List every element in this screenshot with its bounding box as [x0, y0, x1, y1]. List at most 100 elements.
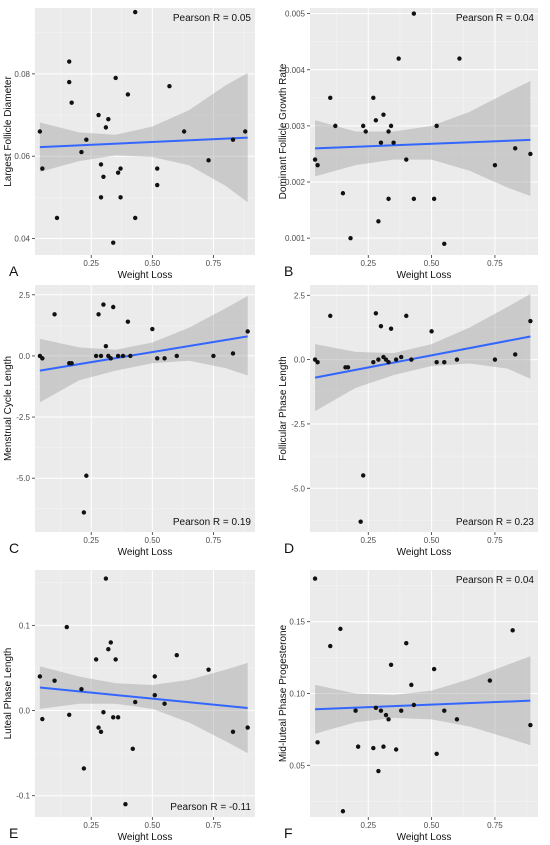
- data-point: [434, 123, 439, 129]
- data-point: [120, 353, 126, 359]
- data-point: [373, 705, 379, 711]
- data-point: [37, 129, 43, 134]
- plot-background: [35, 285, 255, 532]
- x-tick-label: 0.75: [206, 259, 222, 268]
- data-point: [113, 75, 118, 81]
- confidence-band: [315, 294, 531, 412]
- data-point: [54, 215, 60, 221]
- data-point: [108, 640, 113, 645]
- data-point: [245, 329, 250, 334]
- data-point: [93, 353, 99, 359]
- data-point: [133, 699, 138, 705]
- panel-e: 0.25 0.50 0.75 -0.1 0.0 0.1 Weight Loss Luteal …: [3, 570, 255, 843]
- x-tick-label: 0.50: [145, 259, 161, 268]
- data-point: [40, 716, 45, 722]
- regression-line: [315, 699, 531, 711]
- x-tick-label: 0.25: [360, 259, 376, 268]
- confidence-band: [315, 656, 531, 746]
- data-point: [510, 628, 515, 633]
- data-point: [155, 166, 160, 171]
- y-axis-title: Menstrual Cycle Length: [3, 356, 14, 461]
- data-point: [101, 174, 106, 179]
- data-point: [378, 708, 384, 713]
- regression-line: [315, 138, 531, 150]
- data-point: [340, 191, 346, 196]
- x-axis-title: Weight Loss: [397, 270, 452, 281]
- data-point: [103, 576, 109, 581]
- data-point: [371, 95, 376, 101]
- data-point: [454, 717, 460, 722]
- data-point: [404, 641, 409, 646]
- regression-line: [39, 686, 248, 709]
- panel-f: 0.25 0.50 0.75 0.05 0.10 0.15 Weight Loss Mid-l…: [278, 570, 538, 843]
- plot-background: [310, 285, 538, 532]
- plot-background: [35, 8, 255, 255]
- data-point: [64, 624, 69, 630]
- data-point: [340, 809, 346, 814]
- x-tick-label: 0.50: [145, 536, 161, 545]
- panel-a: 0.25 0.50 0.75 0.04 0.06 0.08 Weight Loss Large…: [3, 8, 255, 281]
- data-point: [245, 725, 250, 730]
- data-point: [373, 118, 379, 123]
- data-point: [133, 215, 138, 221]
- data-point: [206, 158, 211, 163]
- data-point: [152, 674, 157, 679]
- data-point: [67, 79, 72, 85]
- pearson-annotation: Pearson R = 0.04: [456, 575, 535, 586]
- panel-b: 0.25 0.50 0.75 0.001 0.002 0.003 0.004 0.005 Wei…: [278, 8, 538, 281]
- x-tick-label: 0.25: [360, 536, 376, 545]
- data-point: [111, 304, 116, 310]
- data-point: [442, 708, 447, 713]
- data-point: [79, 149, 84, 155]
- y-tick-label: 0.10: [289, 690, 305, 699]
- y-axis-title: Follicular Phase Length: [278, 356, 289, 461]
- x-tick-label: 0.50: [424, 821, 440, 830]
- pearson-annotation: Pearson R = 0.23: [456, 517, 535, 528]
- data-point: [155, 182, 160, 188]
- data-point: [381, 744, 386, 749]
- y-tick-label: -2.5: [291, 420, 305, 429]
- data-point: [84, 137, 89, 142]
- y-axis-title: Dominant Follicle Growth Rate: [278, 63, 289, 199]
- data-point: [113, 657, 118, 662]
- data-point: [388, 662, 394, 667]
- data-point: [103, 125, 109, 130]
- data-point: [40, 356, 45, 361]
- data-point: [52, 678, 57, 683]
- data-point: [133, 9, 138, 15]
- data-point: [386, 129, 391, 134]
- panel-c: 0.25 0.50 0.75 -5.0 -2.5 0.0 2.5 Weight Loss Men…: [3, 285, 255, 558]
- regression-line: [39, 335, 248, 372]
- data-point: [363, 129, 368, 134]
- y-tick-label: 0.1: [19, 621, 31, 630]
- x-tick-label: 0.75: [206, 821, 222, 830]
- y-tick-label: -5.0: [16, 474, 30, 483]
- data-point: [123, 802, 128, 807]
- data-point: [409, 682, 414, 688]
- data-point: [230, 351, 236, 356]
- data-point: [338, 626, 343, 632]
- y-tick-label: 0.005: [285, 10, 306, 19]
- data-point: [393, 747, 399, 752]
- plot-background: [35, 570, 255, 817]
- x-tick-label: 0.50: [145, 821, 161, 830]
- data-point: [528, 318, 533, 324]
- data-point: [345, 365, 351, 370]
- data-point: [404, 313, 409, 319]
- data-point: [411, 11, 417, 16]
- data-point: [37, 674, 43, 679]
- data-point: [388, 326, 394, 331]
- data-point: [52, 312, 57, 317]
- data-point: [69, 361, 74, 366]
- y-tick-label: 2.5: [19, 291, 31, 300]
- data-point: [388, 123, 394, 129]
- data-point: [371, 359, 376, 365]
- data-point: [399, 354, 404, 360]
- data-point: [98, 729, 104, 735]
- panel-letter: F: [284, 825, 293, 841]
- data-point: [404, 157, 409, 162]
- data-point: [487, 678, 493, 683]
- data-point: [528, 151, 533, 157]
- y-tick-label: 0.0: [19, 707, 31, 716]
- data-point: [513, 146, 518, 151]
